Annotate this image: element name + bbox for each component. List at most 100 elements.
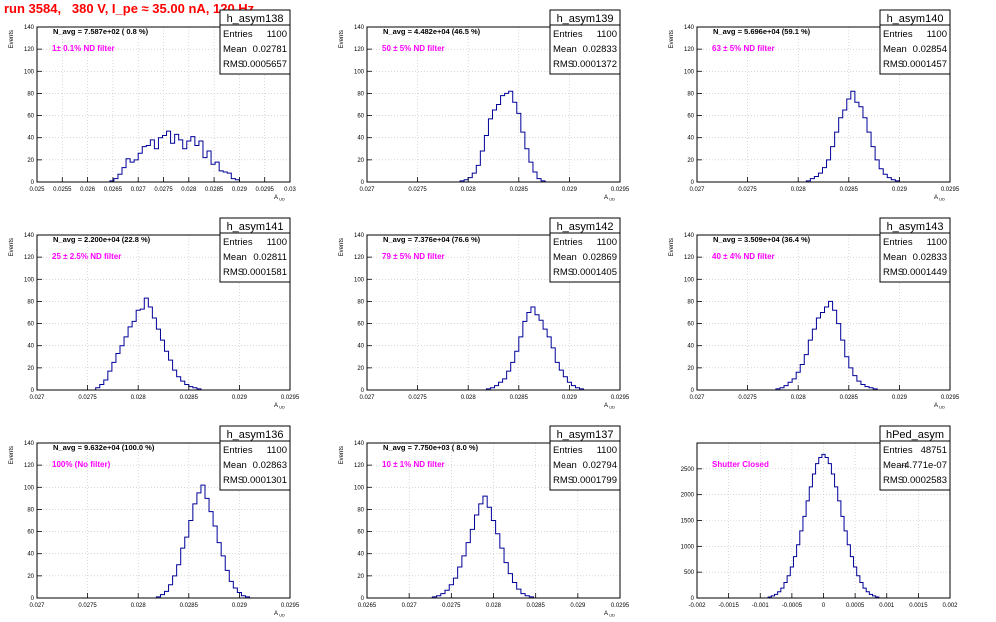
y-tick-label: 120 bbox=[684, 47, 695, 53]
histogram-bin bbox=[496, 534, 500, 598]
y-tick-label: 1500 bbox=[681, 519, 695, 525]
histogram-panel: 0.027 0.0275 0.028 0.0285 0.029 0.0295 0 20 40 60… bbox=[9, 425, 300, 618]
x-tick-label: 0.0295 bbox=[941, 395, 960, 401]
histogram-bin bbox=[845, 357, 849, 390]
histogram-bin bbox=[479, 504, 483, 598]
y-tick-label: 60 bbox=[27, 114, 34, 120]
histogram-panel: 0.025 0.0255 0.026 0.0265 0.027 0.0275 0.028 0.… bbox=[9, 9, 296, 202]
x-tick-label: 0.0275 bbox=[78, 603, 97, 609]
histogram-bin bbox=[784, 386, 788, 390]
histogram-bin bbox=[227, 173, 231, 182]
y-tick-label: 120 bbox=[354, 255, 365, 261]
y-tick-label: 0 bbox=[691, 180, 695, 186]
histogram-bin bbox=[185, 384, 189, 390]
stats-value: -4.771e-07 bbox=[901, 460, 947, 471]
histogram-panel: 0.027 0.0275 0.028 0.0285 0.029 0.0295 0 20 40 60… bbox=[669, 9, 960, 202]
histogram-bin bbox=[843, 110, 847, 182]
histogram-series-line bbox=[109, 130, 240, 182]
histogram-bin bbox=[793, 557, 796, 598]
x-tick-label: 0.0285 bbox=[180, 603, 199, 609]
histogram-bin bbox=[213, 526, 217, 598]
stats-box bbox=[219, 9, 291, 75]
histogram-bin bbox=[169, 360, 173, 390]
histogram-bin bbox=[521, 594, 525, 598]
stats-value: 0.0001581 bbox=[242, 267, 287, 278]
histogram-bin bbox=[863, 118, 867, 182]
histogram-bin bbox=[124, 337, 128, 390]
x-tick-label: 0.0275 bbox=[408, 187, 427, 193]
histogram-bin bbox=[148, 307, 152, 390]
histogram-bin bbox=[483, 496, 487, 598]
stats-value: 0.0001301 bbox=[242, 475, 287, 486]
stats-value: 1100 bbox=[597, 445, 617, 456]
stats-value: 0.0001457 bbox=[902, 59, 947, 70]
stats-value: 1100 bbox=[267, 445, 287, 456]
histogram-bin bbox=[476, 165, 480, 182]
x-tick-label: 0.0295 bbox=[611, 187, 630, 193]
histogram-bin bbox=[128, 327, 132, 390]
y-tick-label: 140 bbox=[354, 25, 365, 31]
histogram-bin bbox=[136, 310, 140, 390]
y-tick-label: 80 bbox=[27, 507, 34, 513]
histogram-bin bbox=[193, 504, 197, 598]
stats-label: Mean bbox=[553, 252, 577, 263]
x-tick-label: 0.027 bbox=[359, 395, 375, 401]
stats-box bbox=[879, 9, 951, 75]
stats-box bbox=[879, 217, 951, 283]
y-tick-label: 0 bbox=[31, 180, 35, 186]
x-tick-label: 0.029 bbox=[232, 395, 248, 401]
histogram-bin bbox=[831, 474, 834, 598]
histogram-bin bbox=[185, 537, 189, 598]
histogram-bin bbox=[850, 557, 853, 598]
histogram-bin bbox=[837, 324, 841, 390]
filter-label: 25 ± 2.5% ND filter bbox=[52, 252, 121, 261]
navg-label: N_avg = 7.587e+02 ( 0.8 %) bbox=[53, 27, 149, 36]
x-tick-label: 0.0015 bbox=[909, 603, 928, 609]
histogram-bin bbox=[142, 147, 146, 182]
stats-value: 0.02854 bbox=[913, 44, 947, 55]
x-tick-label: 0.0275 bbox=[738, 395, 757, 401]
stats-label: RMS bbox=[553, 59, 574, 70]
y-tick-label: 0 bbox=[361, 180, 365, 186]
histogram-bin bbox=[183, 149, 187, 182]
plot-frame bbox=[366, 234, 621, 391]
histogram-bin bbox=[179, 140, 183, 182]
stats-label: Mean bbox=[223, 252, 247, 263]
y-tick-label: 120 bbox=[684, 255, 695, 261]
stats-value: 0.0002583 bbox=[902, 475, 947, 486]
histogram-bin bbox=[191, 137, 195, 182]
y-tick-label: 80 bbox=[687, 91, 694, 97]
histogram-bin bbox=[859, 107, 863, 182]
stats-label: Entries bbox=[553, 445, 583, 456]
histogram-bin bbox=[788, 382, 792, 390]
histogram-bin bbox=[219, 171, 223, 182]
x-tick-label: 0.028 bbox=[791, 187, 807, 193]
y-tick-label: 40 bbox=[27, 344, 34, 350]
y-tick-label: 20 bbox=[687, 366, 694, 372]
stats-label: RMS bbox=[883, 59, 904, 70]
stats-label: RMS bbox=[223, 267, 244, 278]
y-tick-label: 100 bbox=[24, 277, 35, 283]
histogram-bin bbox=[162, 136, 166, 183]
histogram-bin bbox=[169, 585, 173, 598]
histogram-bin bbox=[223, 172, 227, 182]
histogram-bin bbox=[838, 501, 841, 598]
histogram-bin bbox=[468, 178, 472, 182]
histogram-bin bbox=[847, 545, 850, 598]
x-tick-label: 0.0005 bbox=[846, 603, 865, 609]
filter-label: 100% (No filter) bbox=[52, 460, 111, 469]
x-axis-label: A UD bbox=[274, 611, 285, 618]
histogram-bin bbox=[126, 159, 130, 182]
histogram-bin bbox=[171, 143, 175, 182]
stats-value: 0.0001372 bbox=[572, 59, 617, 70]
histogram-bin bbox=[527, 313, 531, 391]
histogram-bin bbox=[175, 134, 179, 182]
x-tick-label: 0.0285 bbox=[840, 395, 859, 401]
y-tick-label: 140 bbox=[24, 233, 35, 239]
y-tick-label: 40 bbox=[357, 344, 364, 350]
histogram-bin bbox=[875, 160, 879, 182]
histogram-bin bbox=[531, 307, 535, 390]
histogram-name: h_asym139 bbox=[557, 13, 614, 25]
histogram-bin bbox=[812, 474, 815, 598]
histogram-bin bbox=[847, 99, 851, 182]
